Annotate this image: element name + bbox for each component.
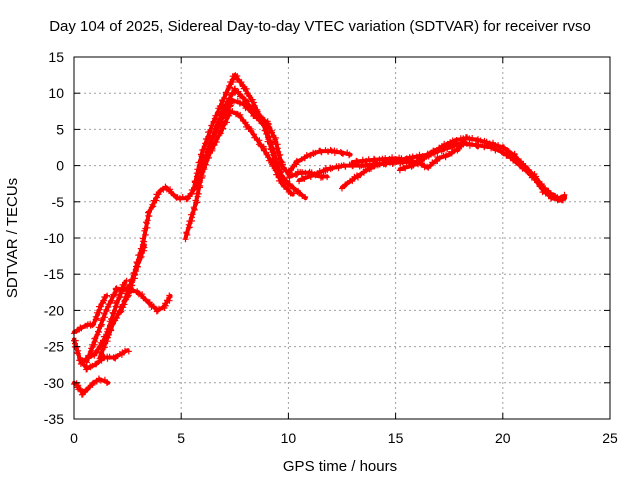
series-track-9 (197, 85, 331, 181)
series-markers (349, 136, 467, 171)
x-tick-label: 0 (70, 430, 78, 446)
series-markers (83, 284, 173, 366)
x-axis-label: GPS time / hours (283, 458, 397, 475)
series-markers (118, 108, 297, 315)
y-tick-label: -5 (52, 194, 65, 210)
x-tick-label: 5 (177, 430, 185, 446)
x-tick-label: 25 (602, 430, 618, 446)
y-tick-label: 0 (56, 158, 64, 174)
y-tick-label: 15 (48, 49, 64, 65)
series-track-1 (71, 375, 111, 398)
axis-ticks: 0 5 10 15 20 25 -35 -30 -25 -20 -15 -10 -5 0 5 10 15 (44, 49, 618, 446)
series-track-4 (83, 284, 173, 366)
series-track-11 (285, 146, 353, 177)
chart-title: Day 104 of 2025, Sidereal Day-to-day VTE… (49, 18, 591, 35)
grid-lines (74, 57, 610, 419)
y-tick-label: 10 (48, 85, 64, 101)
y-tick-label: 5 (56, 121, 64, 137)
y-tick-label: -20 (44, 302, 64, 318)
x-tick-label: 15 (388, 430, 404, 446)
series-markers (197, 85, 331, 181)
y-tick-label: -35 (44, 411, 64, 427)
series-markers (71, 375, 111, 398)
series-track-10 (191, 72, 292, 192)
y-tick-label: -25 (44, 339, 64, 355)
series-markers (285, 146, 353, 177)
data-markers (71, 72, 568, 398)
series-track-16 (414, 139, 567, 204)
series-track-14 (349, 136, 467, 171)
y-tick-label: -15 (44, 266, 64, 282)
series-markers (191, 72, 292, 192)
y-tick-label: -10 (44, 230, 64, 246)
series-markers (414, 139, 567, 204)
y-axis-label: SDTVAR / TECUs (4, 178, 21, 298)
y-tick-label: -30 (44, 375, 64, 391)
x-tick-label: 20 (495, 430, 511, 446)
x-tick-label: 10 (281, 430, 297, 446)
